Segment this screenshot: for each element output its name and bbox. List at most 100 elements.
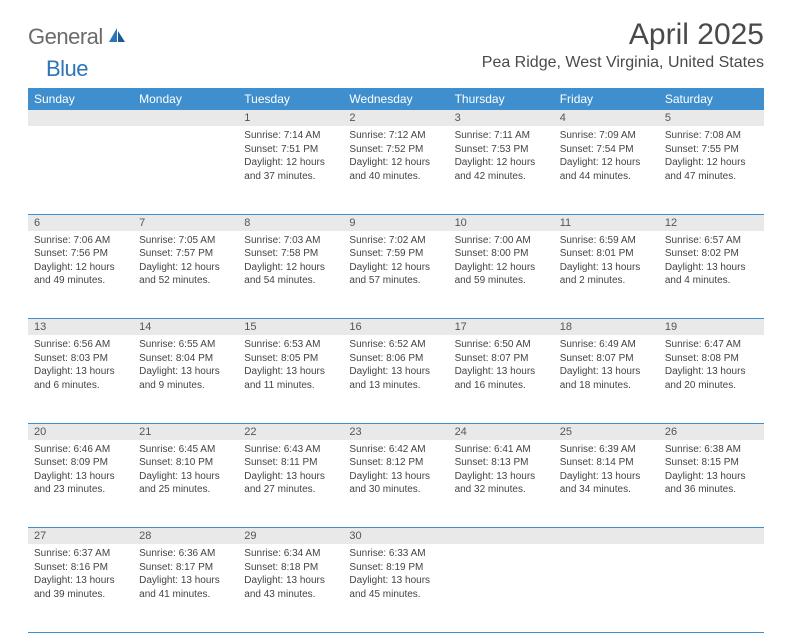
sunrise-line: Sunrise: 6:41 AM	[455, 443, 548, 457]
day-cell-body: Sunrise: 6:33 AMSunset: 8:19 PMDaylight:…	[343, 544, 448, 605]
day-number-cell: 30	[343, 528, 448, 545]
day-number-row: 13141516171819	[28, 319, 764, 336]
day-number-cell: 18	[554, 319, 659, 336]
sunset-line: Sunset: 7:56 PM	[34, 247, 127, 261]
day-cell-body: Sunrise: 6:49 AMSunset: 8:07 PMDaylight:…	[554, 335, 659, 396]
daylight-line: Daylight: 12 hours and 49 minutes.	[34, 261, 127, 288]
daylight-line: Daylight: 13 hours and 43 minutes.	[244, 574, 337, 601]
day-cell: Sunrise: 7:08 AMSunset: 7:55 PMDaylight:…	[659, 126, 764, 214]
day-number-cell: 2	[343, 110, 448, 126]
sunrise-line: Sunrise: 6:37 AM	[34, 547, 127, 561]
day-cell: Sunrise: 7:09 AMSunset: 7:54 PMDaylight:…	[554, 126, 659, 214]
day-number-cell: 26	[659, 423, 764, 440]
day-cell-body: Sunrise: 6:46 AMSunset: 8:09 PMDaylight:…	[28, 440, 133, 501]
sunset-line: Sunset: 7:51 PM	[244, 143, 337, 157]
day-number-cell: 9	[343, 214, 448, 231]
day-cell-body: Sunrise: 7:12 AMSunset: 7:52 PMDaylight:…	[343, 126, 448, 187]
sunset-line: Sunset: 8:00 PM	[455, 247, 548, 261]
sunrise-line: Sunrise: 6:36 AM	[139, 547, 232, 561]
daylight-line: Daylight: 13 hours and 45 minutes.	[349, 574, 442, 601]
day-cell-body: Sunrise: 6:34 AMSunset: 8:18 PMDaylight:…	[238, 544, 343, 605]
day-header: Tuesday	[238, 88, 343, 110]
day-number-cell	[659, 528, 764, 545]
day-number-cell: 6	[28, 214, 133, 231]
sunrise-line: Sunrise: 7:09 AM	[560, 129, 653, 143]
sunrise-line: Sunrise: 7:14 AM	[244, 129, 337, 143]
day-header: Wednesday	[343, 88, 448, 110]
sunrise-line: Sunrise: 6:47 AM	[665, 338, 758, 352]
sunrise-line: Sunrise: 6:45 AM	[139, 443, 232, 457]
sunset-line: Sunset: 8:12 PM	[349, 456, 442, 470]
day-number-cell	[449, 528, 554, 545]
day-cell-body: Sunrise: 6:52 AMSunset: 8:06 PMDaylight:…	[343, 335, 448, 396]
logo-text-blue: Blue	[46, 56, 88, 82]
sunset-line: Sunset: 8:03 PM	[34, 352, 127, 366]
sunset-line: Sunset: 8:18 PM	[244, 561, 337, 575]
day-cell	[133, 126, 238, 214]
day-number-cell: 20	[28, 423, 133, 440]
daylight-line: Daylight: 13 hours and 27 minutes.	[244, 470, 337, 497]
daylight-line: Daylight: 13 hours and 23 minutes.	[34, 470, 127, 497]
day-cell-body: Sunrise: 6:37 AMSunset: 8:16 PMDaylight:…	[28, 544, 133, 605]
sunrise-line: Sunrise: 6:50 AM	[455, 338, 548, 352]
sunset-line: Sunset: 8:02 PM	[665, 247, 758, 261]
sunset-line: Sunset: 8:16 PM	[34, 561, 127, 575]
daylight-line: Daylight: 13 hours and 25 minutes.	[139, 470, 232, 497]
day-cell: Sunrise: 7:06 AMSunset: 7:56 PMDaylight:…	[28, 231, 133, 319]
sunset-line: Sunset: 8:08 PM	[665, 352, 758, 366]
day-cell-body: Sunrise: 6:36 AMSunset: 8:17 PMDaylight:…	[133, 544, 238, 605]
day-cell-body: Sunrise: 6:43 AMSunset: 8:11 PMDaylight:…	[238, 440, 343, 501]
location-subtitle: Pea Ridge, West Virginia, United States	[482, 54, 764, 72]
sunrise-line: Sunrise: 6:43 AM	[244, 443, 337, 457]
daylight-line: Daylight: 13 hours and 20 minutes.	[665, 365, 758, 392]
day-number-cell: 19	[659, 319, 764, 336]
day-cell-body: Sunrise: 6:38 AMSunset: 8:15 PMDaylight:…	[659, 440, 764, 501]
sunset-line: Sunset: 7:59 PM	[349, 247, 442, 261]
daylight-line: Daylight: 13 hours and 16 minutes.	[455, 365, 548, 392]
day-number-cell: 8	[238, 214, 343, 231]
day-cell-body: Sunrise: 7:08 AMSunset: 7:55 PMDaylight:…	[659, 126, 764, 187]
month-title: April 2025	[482, 18, 764, 52]
day-cell-body: Sunrise: 7:11 AMSunset: 7:53 PMDaylight:…	[449, 126, 554, 187]
week-row: Sunrise: 7:14 AMSunset: 7:51 PMDaylight:…	[28, 126, 764, 214]
sunrise-line: Sunrise: 7:11 AM	[455, 129, 548, 143]
day-cell: Sunrise: 6:38 AMSunset: 8:15 PMDaylight:…	[659, 440, 764, 528]
day-cell: Sunrise: 6:47 AMSunset: 8:08 PMDaylight:…	[659, 335, 764, 423]
daylight-line: Daylight: 12 hours and 57 minutes.	[349, 261, 442, 288]
daylight-line: Daylight: 13 hours and 36 minutes.	[665, 470, 758, 497]
sunrise-line: Sunrise: 7:02 AM	[349, 234, 442, 248]
sunrise-line: Sunrise: 6:52 AM	[349, 338, 442, 352]
day-cell-body: Sunrise: 6:39 AMSunset: 8:14 PMDaylight:…	[554, 440, 659, 501]
day-cell-body: Sunrise: 6:55 AMSunset: 8:04 PMDaylight:…	[133, 335, 238, 396]
sunset-line: Sunset: 8:13 PM	[455, 456, 548, 470]
day-cell-body: Sunrise: 6:47 AMSunset: 8:08 PMDaylight:…	[659, 335, 764, 396]
day-number-cell: 29	[238, 528, 343, 545]
day-cell: Sunrise: 6:34 AMSunset: 8:18 PMDaylight:…	[238, 544, 343, 632]
day-cell: Sunrise: 7:05 AMSunset: 7:57 PMDaylight:…	[133, 231, 238, 319]
sunrise-line: Sunrise: 6:42 AM	[349, 443, 442, 457]
day-number-cell: 23	[343, 423, 448, 440]
sunrise-line: Sunrise: 6:56 AM	[34, 338, 127, 352]
daylight-line: Daylight: 13 hours and 4 minutes.	[665, 261, 758, 288]
day-header-row: SundayMondayTuesdayWednesdayThursdayFrid…	[28, 88, 764, 110]
sunset-line: Sunset: 8:09 PM	[34, 456, 127, 470]
daylight-line: Daylight: 13 hours and 41 minutes.	[139, 574, 232, 601]
sunset-line: Sunset: 8:01 PM	[560, 247, 653, 261]
sunrise-line: Sunrise: 7:08 AM	[665, 129, 758, 143]
day-cell: Sunrise: 7:02 AMSunset: 7:59 PMDaylight:…	[343, 231, 448, 319]
day-cell: Sunrise: 6:56 AMSunset: 8:03 PMDaylight:…	[28, 335, 133, 423]
sunrise-line: Sunrise: 6:55 AM	[139, 338, 232, 352]
daylight-line: Daylight: 13 hours and 18 minutes.	[560, 365, 653, 392]
sunset-line: Sunset: 7:57 PM	[139, 247, 232, 261]
day-cell: Sunrise: 6:37 AMSunset: 8:16 PMDaylight:…	[28, 544, 133, 632]
calendar-table: SundayMondayTuesdayWednesdayThursdayFrid…	[28, 88, 764, 633]
daylight-line: Daylight: 13 hours and 39 minutes.	[34, 574, 127, 601]
logo: General	[28, 24, 129, 50]
day-cell: Sunrise: 6:42 AMSunset: 8:12 PMDaylight:…	[343, 440, 448, 528]
day-cell	[554, 544, 659, 632]
day-number-cell: 4	[554, 110, 659, 126]
day-cell-body: Sunrise: 6:41 AMSunset: 8:13 PMDaylight:…	[449, 440, 554, 501]
daylight-line: Daylight: 13 hours and 30 minutes.	[349, 470, 442, 497]
day-cell: Sunrise: 6:49 AMSunset: 8:07 PMDaylight:…	[554, 335, 659, 423]
day-number-cell: 16	[343, 319, 448, 336]
